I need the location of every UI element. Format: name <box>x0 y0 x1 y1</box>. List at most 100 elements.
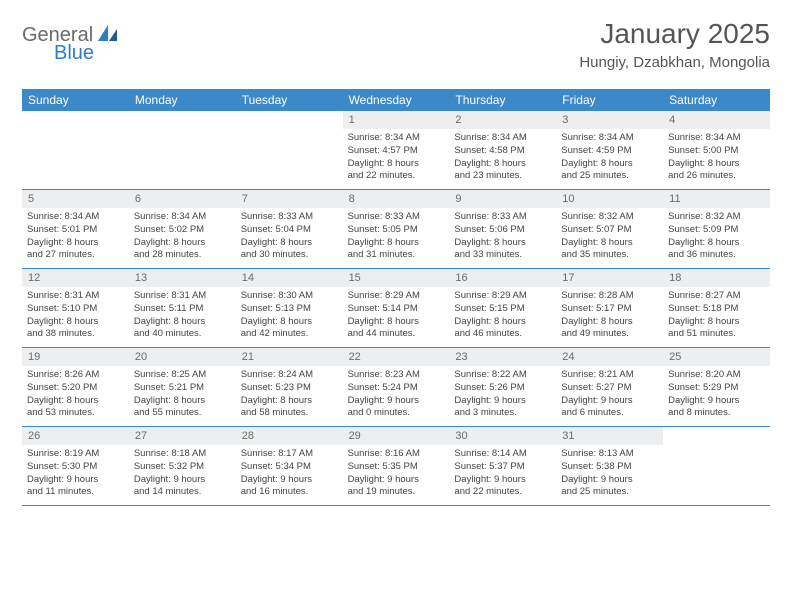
day-line: Sunrise: 8:34 AM <box>27 211 124 224</box>
day-line: Sunset: 5:04 PM <box>241 224 338 237</box>
day-details: Sunrise: 8:31 AMSunset: 5:11 PMDaylight:… <box>129 287 236 346</box>
day-number: 10 <box>556 190 663 208</box>
day-line: Daylight: 8 hours <box>668 158 765 171</box>
day-number: 29 <box>343 427 450 445</box>
calendar-cell: 30Sunrise: 8:14 AMSunset: 5:37 PMDayligh… <box>449 427 556 505</box>
day-line: Sunset: 4:59 PM <box>561 145 658 158</box>
day-number: 3 <box>556 111 663 129</box>
day-line: and 3 minutes. <box>454 407 551 420</box>
day-details: Sunrise: 8:32 AMSunset: 5:09 PMDaylight:… <box>663 208 770 267</box>
day-line: Sunset: 5:02 PM <box>134 224 231 237</box>
day-number: 20 <box>129 348 236 366</box>
day-line: Daylight: 8 hours <box>134 316 231 329</box>
calendar-cell: 25Sunrise: 8:20 AMSunset: 5:29 PMDayligh… <box>663 348 770 426</box>
day-line: and 49 minutes. <box>561 328 658 341</box>
day-details: Sunrise: 8:32 AMSunset: 5:07 PMDaylight:… <box>556 208 663 267</box>
calendar-header-row: Sunday Monday Tuesday Wednesday Thursday… <box>22 89 770 111</box>
day-details: Sunrise: 8:16 AMSunset: 5:35 PMDaylight:… <box>343 445 450 504</box>
location: Hungiy, Dzabkhan, Mongolia <box>579 54 770 71</box>
day-line: Sunrise: 8:22 AM <box>454 369 551 382</box>
day-line: Sunrise: 8:32 AM <box>561 211 658 224</box>
day-line: Daylight: 8 hours <box>454 237 551 250</box>
day-number: 30 <box>449 427 556 445</box>
day-line: Daylight: 9 hours <box>241 474 338 487</box>
calendar-cell: 23Sunrise: 8:22 AMSunset: 5:26 PMDayligh… <box>449 348 556 426</box>
calendar-cell: 29Sunrise: 8:16 AMSunset: 5:35 PMDayligh… <box>343 427 450 505</box>
day-line: Daylight: 8 hours <box>27 237 124 250</box>
day-line: Sunset: 5:00 PM <box>668 145 765 158</box>
day-line: Sunset: 5:15 PM <box>454 303 551 316</box>
day-number: 9 <box>449 190 556 208</box>
day-details: Sunrise: 8:34 AMSunset: 5:00 PMDaylight:… <box>663 129 770 188</box>
day-line: Sunrise: 8:33 AM <box>454 211 551 224</box>
calendar-body: 1Sunrise: 8:34 AMSunset: 4:57 PMDaylight… <box>22 111 770 506</box>
day-number: 13 <box>129 269 236 287</box>
col-saturday: Saturday <box>663 89 770 111</box>
brand-part2: Blue <box>54 42 94 65</box>
day-details: Sunrise: 8:33 AMSunset: 5:06 PMDaylight:… <box>449 208 556 267</box>
day-number: 24 <box>556 348 663 366</box>
calendar-cell: 3Sunrise: 8:34 AMSunset: 4:59 PMDaylight… <box>556 111 663 189</box>
calendar-row: 1Sunrise: 8:34 AMSunset: 4:57 PMDaylight… <box>22 111 770 190</box>
day-line: Daylight: 9 hours <box>454 395 551 408</box>
calendar-cell: 16Sunrise: 8:29 AMSunset: 5:15 PMDayligh… <box>449 269 556 347</box>
day-number: 25 <box>663 348 770 366</box>
day-line: Daylight: 8 hours <box>134 237 231 250</box>
day-line: and 28 minutes. <box>134 249 231 262</box>
day-number: 5 <box>22 190 129 208</box>
day-line: and 36 minutes. <box>668 249 765 262</box>
day-line: Sunset: 5:06 PM <box>454 224 551 237</box>
calendar-cell: 13Sunrise: 8:31 AMSunset: 5:11 PMDayligh… <box>129 269 236 347</box>
day-details: Sunrise: 8:34 AMSunset: 5:02 PMDaylight:… <box>129 208 236 267</box>
calendar: Sunday Monday Tuesday Wednesday Thursday… <box>22 89 770 506</box>
day-line: and 33 minutes. <box>454 249 551 262</box>
day-details: Sunrise: 8:17 AMSunset: 5:34 PMDaylight:… <box>236 445 343 504</box>
day-line: Sunset: 5:14 PM <box>348 303 445 316</box>
calendar-cell: 17Sunrise: 8:28 AMSunset: 5:17 PMDayligh… <box>556 269 663 347</box>
day-line: Sunset: 5:11 PM <box>134 303 231 316</box>
day-line: and 25 minutes. <box>561 170 658 183</box>
day-line: Sunset: 4:57 PM <box>348 145 445 158</box>
col-tuesday: Tuesday <box>236 89 343 111</box>
day-details: Sunrise: 8:20 AMSunset: 5:29 PMDaylight:… <box>663 366 770 425</box>
day-line: Sunset: 5:18 PM <box>668 303 765 316</box>
day-line: Daylight: 9 hours <box>348 474 445 487</box>
day-line: and 44 minutes. <box>348 328 445 341</box>
day-line: Sunset: 5:07 PM <box>561 224 658 237</box>
day-line: and 51 minutes. <box>668 328 765 341</box>
day-details: Sunrise: 8:25 AMSunset: 5:21 PMDaylight:… <box>129 366 236 425</box>
day-line: Daylight: 8 hours <box>454 158 551 171</box>
day-line: Daylight: 8 hours <box>561 237 658 250</box>
col-thursday: Thursday <box>449 89 556 111</box>
day-details: Sunrise: 8:14 AMSunset: 5:37 PMDaylight:… <box>449 445 556 504</box>
col-monday: Monday <box>129 89 236 111</box>
day-line: Sunrise: 8:32 AM <box>668 211 765 224</box>
day-line: and 22 minutes. <box>454 486 551 499</box>
calendar-cell: 5Sunrise: 8:34 AMSunset: 5:01 PMDaylight… <box>22 190 129 268</box>
day-line: Sunrise: 8:31 AM <box>27 290 124 303</box>
day-line: Daylight: 9 hours <box>561 395 658 408</box>
day-number: 4 <box>663 111 770 129</box>
day-line: Sunset: 5:30 PM <box>27 461 124 474</box>
day-line: Sunrise: 8:33 AM <box>241 211 338 224</box>
day-details: Sunrise: 8:34 AMSunset: 4:59 PMDaylight:… <box>556 129 663 188</box>
day-line: and 6 minutes. <box>561 407 658 420</box>
day-number: 8 <box>343 190 450 208</box>
day-line: and 42 minutes. <box>241 328 338 341</box>
day-line: Daylight: 9 hours <box>134 474 231 487</box>
day-line: Sunrise: 8:29 AM <box>348 290 445 303</box>
day-line: Sunset: 5:13 PM <box>241 303 338 316</box>
day-line: Daylight: 8 hours <box>348 158 445 171</box>
day-line: Daylight: 9 hours <box>348 395 445 408</box>
day-number: 11 <box>663 190 770 208</box>
calendar-cell: 15Sunrise: 8:29 AMSunset: 5:14 PMDayligh… <box>343 269 450 347</box>
day-line: Sunset: 5:34 PM <box>241 461 338 474</box>
day-details: Sunrise: 8:34 AMSunset: 4:57 PMDaylight:… <box>343 129 450 188</box>
col-friday: Friday <box>556 89 663 111</box>
day-details: Sunrise: 8:26 AMSunset: 5:20 PMDaylight:… <box>22 366 129 425</box>
day-number: 21 <box>236 348 343 366</box>
day-line: and 58 minutes. <box>241 407 338 420</box>
day-line: and 40 minutes. <box>134 328 231 341</box>
day-line: Sunrise: 8:34 AM <box>454 132 551 145</box>
calendar-cell: 7Sunrise: 8:33 AMSunset: 5:04 PMDaylight… <box>236 190 343 268</box>
